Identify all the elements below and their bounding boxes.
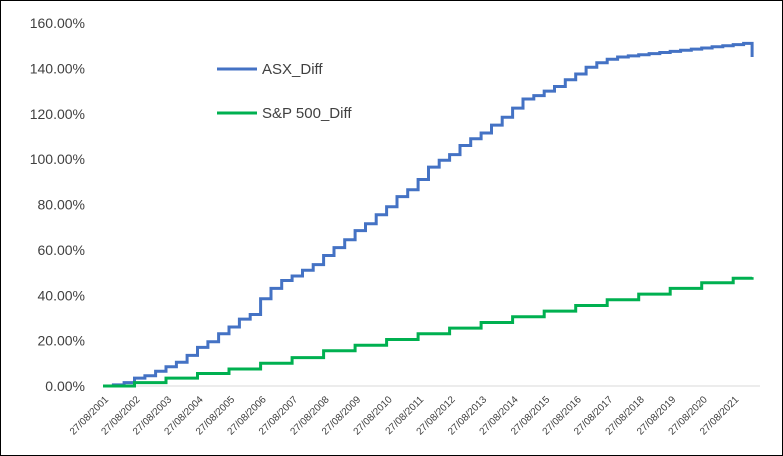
x-axis-labels: 27/08/200127/08/200227/08/200327/08/2004… — [68, 394, 742, 437]
series-lines — [103, 41, 754, 388]
legend-label-1: S&P 500_Diff — [262, 105, 352, 122]
y-tick-label: 0.00% — [45, 378, 85, 394]
y-tick-label: 160.00% — [30, 15, 85, 31]
y-tick-label: 40.00% — [38, 287, 85, 303]
y-tick-label: 20.00% — [38, 333, 85, 349]
y-tick-label: 100.00% — [30, 151, 85, 167]
series-line-1 — [103, 276, 754, 388]
series-line-0 — [103, 41, 754, 388]
y-axis-labels: 0.00% 20.00% 40.00% 60.00% 80.00% 100.00% 120.… — [30, 15, 85, 394]
y-tick-label: 140.00% — [30, 60, 85, 76]
y-tick-label: 80.00% — [38, 197, 85, 213]
legend: ASX_Diff S&P 500_Diff — [217, 61, 352, 122]
y-tick-label: 120.00% — [30, 106, 85, 122]
y-tick-label: 60.00% — [38, 242, 85, 258]
legend-label-0: ASX_Diff — [262, 61, 323, 78]
